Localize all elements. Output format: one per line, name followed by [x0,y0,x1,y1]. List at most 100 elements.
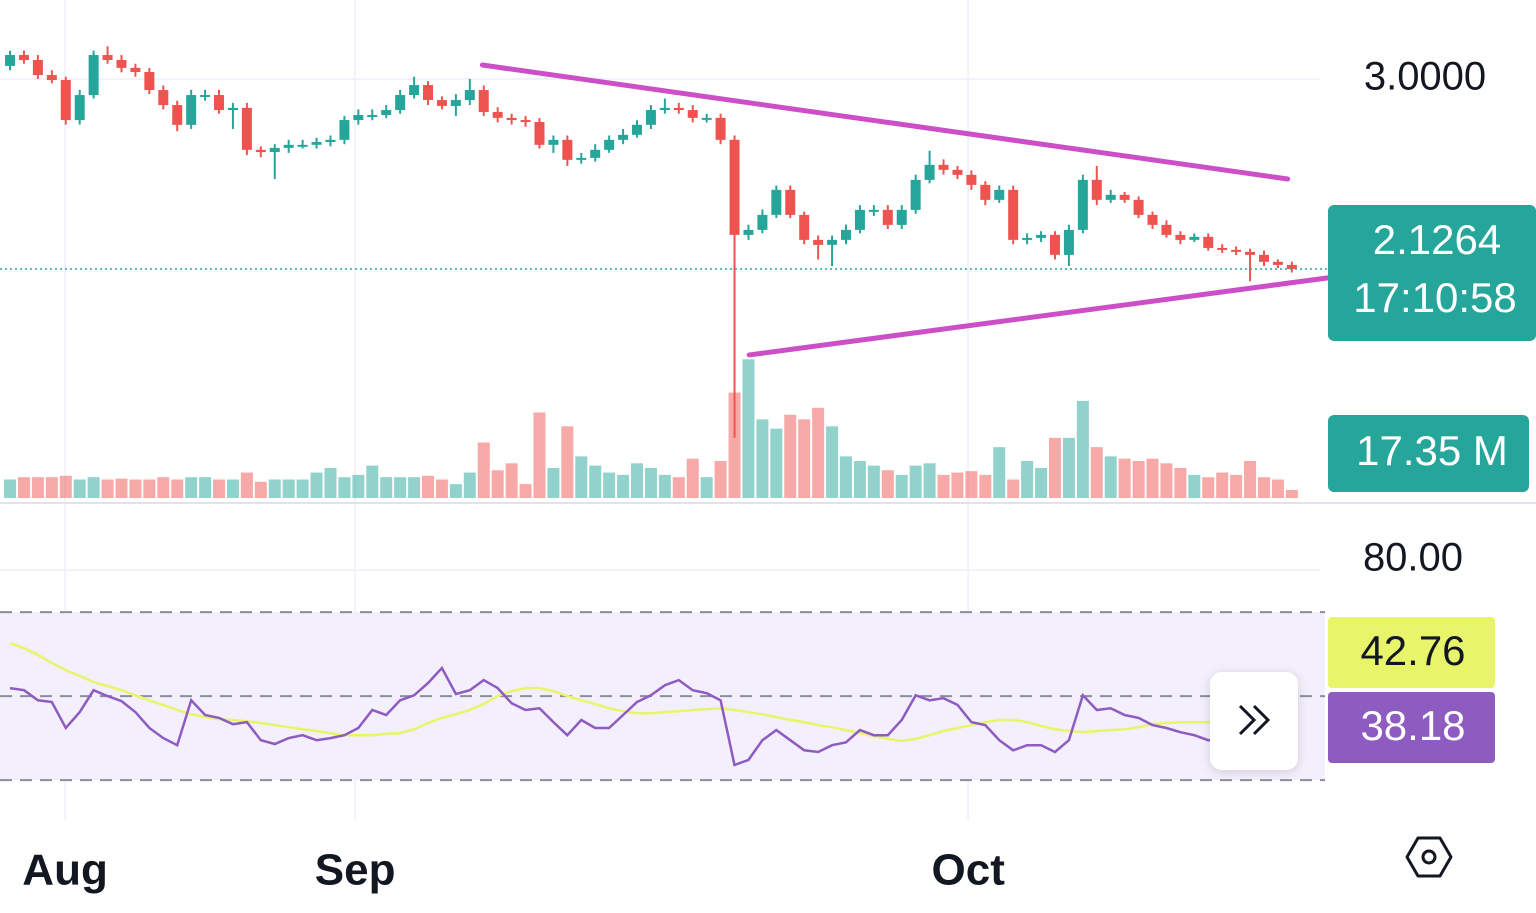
volume-bar [171,479,184,498]
candle-body [297,144,308,147]
volume-bar [909,465,922,498]
candle-body [757,214,768,230]
volume-bar [658,474,671,498]
volume-bar [87,477,100,498]
candle-body [882,209,893,225]
settings-button[interactable] [1405,836,1453,878]
price-badge [1328,204,1536,341]
candle-body [60,80,71,121]
candle-body [1147,214,1158,225]
candle-body [1217,247,1228,250]
volume-bar [1230,474,1243,498]
volume-bar [4,479,17,498]
volume-bar [1257,477,1270,498]
volume-bar [449,484,462,498]
candle-body [785,189,796,215]
volume-bar [631,463,644,498]
candle-body [381,110,392,116]
candle-body [1063,229,1074,255]
candle-body [868,209,879,212]
candle-body [924,164,935,180]
candle-body [938,164,949,170]
volume-bar [213,479,226,498]
candle-body [1231,249,1242,252]
volume-bar [798,419,811,498]
volume-bar [435,479,448,498]
volume-bar [1062,437,1075,498]
volume-bar [1188,474,1201,498]
candle-body [339,120,350,140]
candle-body [255,149,266,153]
volume-bar [561,426,574,498]
volume-bar [394,477,407,498]
scroll-button[interactable] [1210,672,1298,770]
volume-bar [1118,458,1131,498]
volume-bar [895,474,908,498]
candle-body [32,60,43,76]
volume-bar [380,477,393,498]
volume-bar [714,461,727,498]
volume-bar [477,442,490,498]
candle-body [548,139,559,145]
candle-body [325,139,336,143]
trendline [746,273,1345,358]
candle-body [966,174,977,185]
volume-bar [1160,463,1173,498]
candle-body [241,107,252,150]
volume-bar [589,465,602,498]
x-tick-label: Oct [932,846,1006,895]
volume-bar [742,359,755,498]
volume-bar [993,447,1006,498]
settings-icon[interactable] [1405,836,1453,878]
candle-body [896,209,907,225]
candle-body [130,67,141,72]
candle-body [186,95,197,125]
volume-bar [324,467,337,498]
volume-bar [1132,461,1145,498]
candle-body [520,120,531,123]
volume-bar [575,456,588,498]
volume-bar [338,477,351,498]
volume-bar [937,474,950,498]
candle-body [910,179,921,210]
candle-body [269,147,280,153]
candle-body [632,124,643,135]
candle-body [813,239,824,245]
candle-body [311,142,322,145]
volume-bar [1076,400,1089,498]
candle-body [1245,251,1256,255]
volume-bar [1244,461,1257,498]
rsi-lines [9,642,1293,767]
candle-body [18,55,29,61]
grid: Aug Sep Oct 3.0000 [0,0,1486,895]
candle-body [701,117,712,120]
candle-body [743,229,754,235]
candle-body [5,55,16,66]
volume-bar [519,484,532,498]
volume-bar [923,463,936,498]
volume-bar [310,472,323,498]
volume-bar [686,458,699,498]
volume-bar [881,470,894,498]
volume-bar [240,472,253,498]
volume-bar [617,474,630,498]
candle-body [506,117,517,121]
rsi-ma-badge-value: 42.76 [1360,627,1465,674]
volume-bar [282,479,295,498]
volume-bar [672,477,685,498]
candle-body [214,95,225,111]
volume-bar [1216,472,1229,498]
candle-body [46,75,57,81]
candle-body [562,139,573,160]
candle-body [1008,189,1019,240]
price-pane [5,46,1297,438]
candle-body [952,169,963,175]
overlays [0,62,1345,358]
volume-bar [979,474,992,498]
volume-bar [1271,479,1284,498]
candle-body [854,209,865,230]
volume-bar [226,479,239,498]
rsi-tick-label: 80.00 [1363,536,1463,580]
candle-body [1091,179,1102,200]
